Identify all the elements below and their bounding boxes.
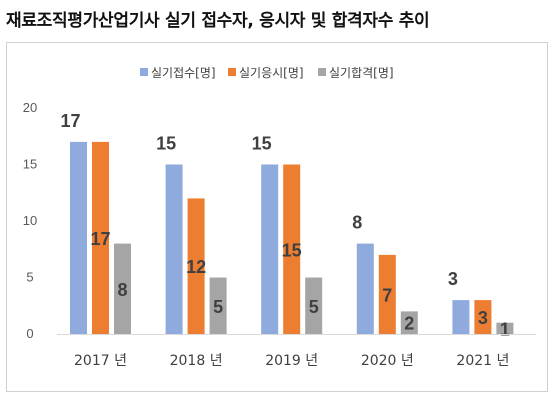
y-tick-label: 0 <box>26 326 33 341</box>
data-label-2: 15 <box>282 240 302 260</box>
bar-3 <box>114 243 131 334</box>
y-tick-label: 15 <box>23 157 37 172</box>
data-label-3: 5 <box>309 297 319 317</box>
data-label-3: 8 <box>117 280 127 300</box>
data-label-1: 3 <box>448 269 458 289</box>
bars <box>70 141 514 334</box>
bar-1 <box>356 243 374 334</box>
data-label-3: 2 <box>404 314 414 334</box>
data-label-2: 17 <box>90 229 110 249</box>
y-tick-label: 20 <box>23 100 37 115</box>
legend-label-1: 실기접수[명] <box>151 66 216 80</box>
legend-swatch-1 <box>140 68 148 76</box>
bar-1 <box>452 300 470 334</box>
legend-swatch-2 <box>228 68 236 76</box>
bar-3 <box>209 277 227 334</box>
data-label-2: 3 <box>478 308 488 328</box>
legend-label-3: 실기합격[명] <box>329 66 394 80</box>
bar-2 <box>187 198 205 334</box>
data-label-1: 8 <box>352 213 362 233</box>
bar-2 <box>283 164 301 334</box>
data-label-1: 17 <box>60 111 80 131</box>
x-tick-label: 2020 년 <box>361 353 414 369</box>
x-axis: 2017 년 2018 년 2019 년 2020 년 2021 년 <box>57 334 536 369</box>
data-label-1: 15 <box>252 134 272 154</box>
chart-title: 재료조직평가산업기사 실기 접수자, 응시자 및 합격자수 추이 <box>6 11 430 31</box>
bar-3 <box>400 311 418 334</box>
bar-1 <box>70 141 87 334</box>
x-tick-label: 2017 년 <box>74 353 127 369</box>
data-label-2: 12 <box>186 257 206 277</box>
x-tick-label: 2018 년 <box>170 353 223 369</box>
x-tick-label: 2019 년 <box>265 353 318 369</box>
bar-2 <box>92 141 109 334</box>
chart-frame <box>6 42 548 392</box>
legend-swatch-3 <box>318 68 326 76</box>
data-label-1: 15 <box>156 134 176 154</box>
data-label-3: 1 <box>500 319 510 339</box>
bar-1 <box>165 164 183 334</box>
y-tick-label: 10 <box>23 213 37 228</box>
legend-label-2: 실기응시[명] <box>239 66 304 80</box>
data-label-3: 5 <box>213 297 223 317</box>
legend: 실기접수[명] 실기응시[명] 실기합격[명] <box>140 66 394 80</box>
y-axis: 0 5 10 15 20 <box>23 100 37 341</box>
bar-2 <box>378 254 396 334</box>
bar-1 <box>261 164 279 334</box>
bar-3 <box>496 322 514 334</box>
data-label-2: 7 <box>382 285 392 305</box>
bar-2 <box>474 300 492 334</box>
y-tick-label: 5 <box>26 270 33 285</box>
x-tick-label: 2021 년 <box>456 353 509 369</box>
bar-3 <box>305 277 323 334</box>
